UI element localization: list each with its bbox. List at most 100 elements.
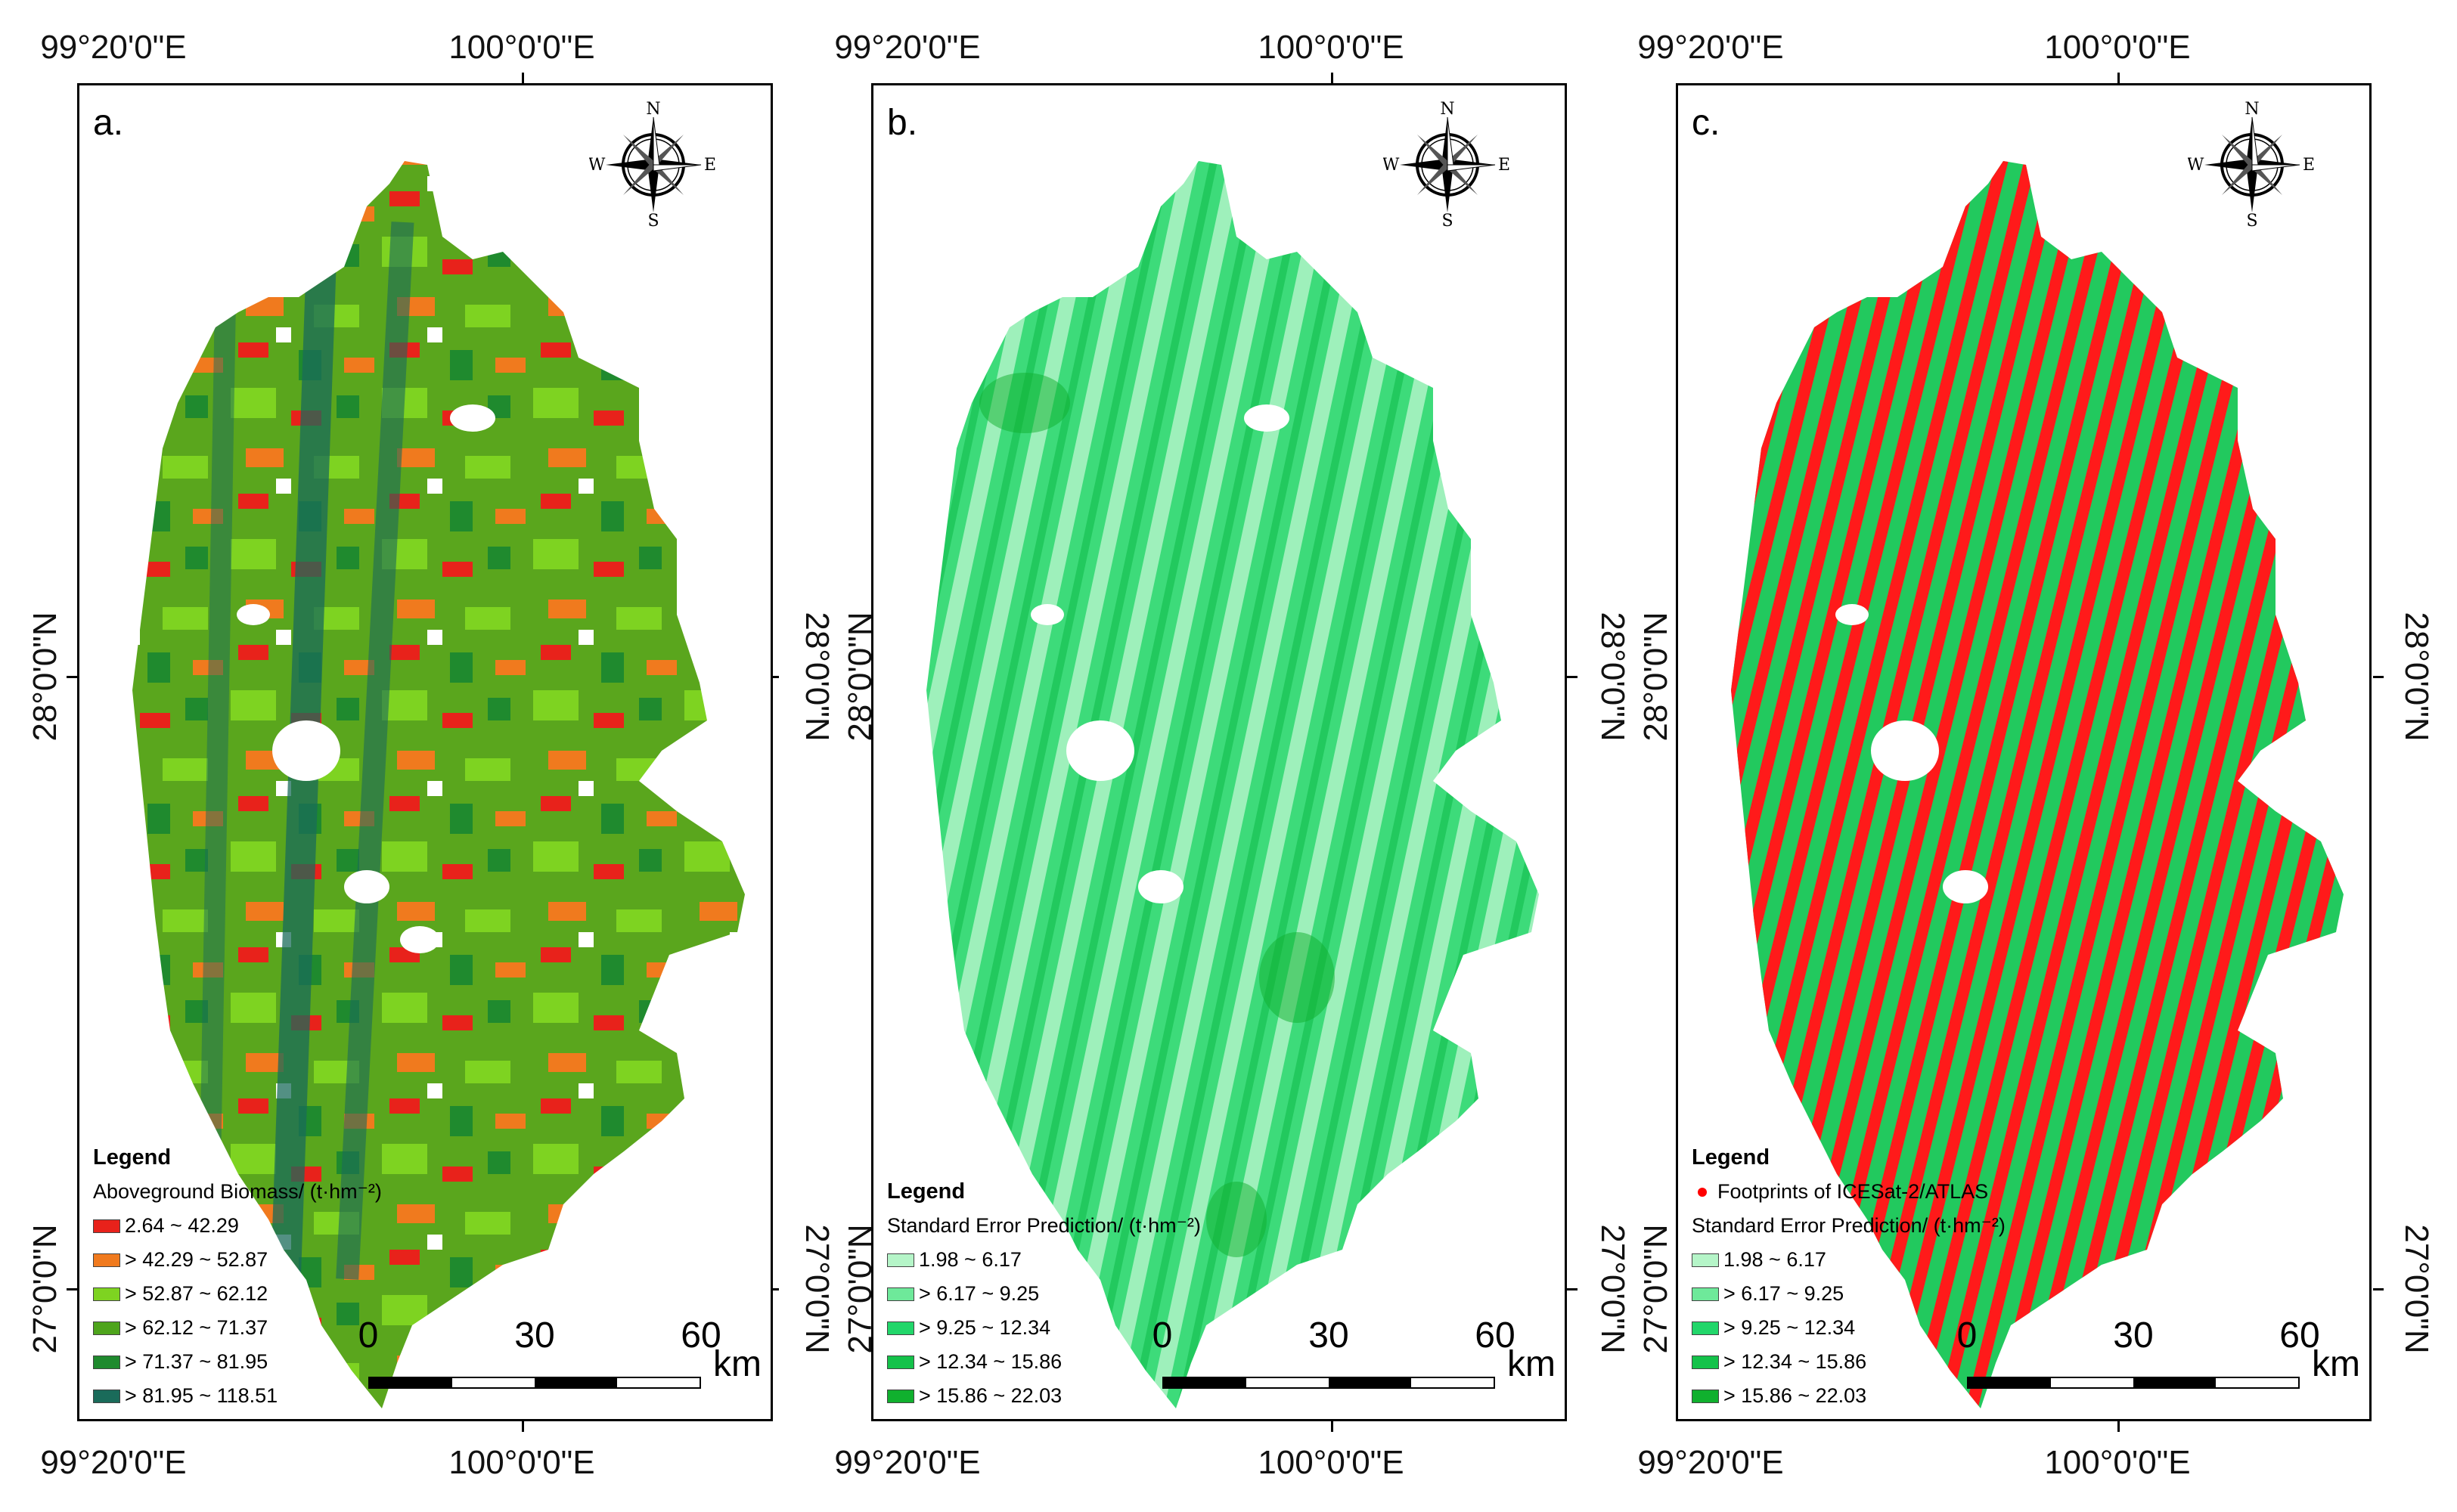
lon-label-top-a-left: 99°20'0"E [40, 29, 187, 66]
tick [1331, 73, 1333, 83]
legend-swatch [887, 1253, 914, 1267]
tick [2373, 1288, 2384, 1290]
legend-item-label: > 15.86 ~ 22.03 [1723, 1384, 1867, 1407]
legend-item-label: > 15.86 ~ 22.03 [919, 1384, 1063, 1407]
legend-item: > 42.29 ~ 52.87 [93, 1243, 382, 1277]
legend-item-label: > 62.12 ~ 71.37 [125, 1316, 268, 1339]
legend-item-label: > 42.29 ~ 52.87 [125, 1248, 268, 1271]
legend-item: > 15.86 ~ 22.03 [1692, 1379, 2006, 1413]
standard-error-map [926, 161, 1539, 1408]
lat-label-c-right-lower: 27°0'0"N [2398, 1224, 2435, 1354]
compass-w: W [589, 156, 606, 175]
footprint-map [1731, 161, 2344, 1408]
scale-bar: 0 30 60 km [1152, 1315, 1556, 1405]
scale-label-0: 0 [358, 1315, 379, 1356]
legend-item-label: > 12.34 ~ 15.86 [1723, 1350, 1867, 1373]
legend-swatch [93, 1321, 120, 1335]
legend-swatch [887, 1355, 914, 1369]
legend-item-label: > 9.25 ~ 12.34 [1723, 1316, 1856, 1339]
scale-label-30: 30 [2113, 1315, 2154, 1356]
legend-subtitle: Aboveground Biomass/ (t·hm⁻²) [93, 1180, 382, 1203]
panel-b: b. N S E W Legend Standard Error Predict… [871, 83, 1567, 1421]
legend-swatch [1692, 1321, 1719, 1335]
legend-item-label: > 52.87 ~ 62.12 [125, 1282, 268, 1305]
biomass-map [132, 161, 745, 1408]
scale-label-60: 60 [1475, 1315, 1515, 1356]
panel-label: b. [887, 103, 918, 143]
scale-label-0: 0 [1956, 1315, 1978, 1356]
legend-swatch [887, 1287, 914, 1301]
lon-label-bot-b-mid: 100°0'0"E [1258, 1444, 1404, 1481]
lon-label-top-c-left: 99°20'0"E [1637, 29, 1784, 66]
legend: Legend Aboveground Biomass/ (t·hm⁻²) 2.6… [93, 1141, 382, 1413]
lon-label-bot-b-left: 99°20'0"E [834, 1444, 981, 1481]
panel-label: c. [1692, 103, 1720, 143]
tick [1567, 676, 1578, 678]
scale-unit: km [1507, 1344, 1556, 1384]
lon-label-bot-c-mid: 100°0'0"E [2044, 1444, 2191, 1481]
tick [67, 1288, 77, 1290]
north-arrow-compass-icon: N S E W [589, 101, 716, 229]
legend-swatch [93, 1355, 120, 1369]
scale-unit: km [713, 1344, 762, 1384]
legend-item: > 52.87 ~ 62.12 [93, 1277, 382, 1311]
lon-label-top-b-left: 99°20'0"E [834, 29, 981, 66]
legend-item: 2.64 ~ 42.29 [93, 1209, 382, 1243]
lat-label-c-left-upper: 28°0'0"N [1637, 612, 1674, 742]
legend: Legend Footprints of ICESat-2/ATLAS Stan… [1692, 1141, 2006, 1413]
compass-e: E [2303, 156, 2315, 175]
legend: Legend Standard Error Prediction/ (t·hm⁻… [887, 1175, 1201, 1413]
lon-label-top-c-mid: 100°0'0"E [2044, 29, 2191, 66]
panel-a: a. N S E W Legend Aboveground Biomass/ (… [77, 83, 773, 1421]
tick [2117, 73, 2120, 83]
tick [2117, 1421, 2120, 1432]
lon-label-bot-a-mid: 100°0'0"E [448, 1444, 595, 1481]
legend-item: > 12.34 ~ 15.86 [1692, 1345, 2006, 1379]
north-arrow-compass-icon: N S E W [2188, 101, 2315, 229]
lon-label-bot-c-left: 99°20'0"E [1637, 1444, 1784, 1481]
scale-bar: 0 30 60 km [1957, 1315, 2360, 1405]
tick [2373, 676, 2384, 678]
legend-item-label: > 6.17 ~ 9.25 [919, 1282, 1040, 1305]
lat-label-c-right-upper: 28°0'0"N [2398, 612, 2435, 742]
lat-label-b-right-lower: 27°0'0"N [1594, 1224, 1631, 1354]
legend-swatch [887, 1389, 914, 1403]
tick [1567, 1288, 1578, 1290]
lon-label-bot-a-left: 99°20'0"E [40, 1444, 187, 1481]
legend-title: Legend [1692, 1145, 1770, 1170]
compass-n: N [1440, 101, 1454, 119]
legend-swatch [93, 1253, 120, 1267]
tick [768, 676, 779, 678]
scale-label-30: 30 [514, 1315, 555, 1356]
tick [768, 1288, 779, 1290]
compass-w: W [1383, 156, 1400, 175]
scale-bar: 0 30 60 km [358, 1315, 762, 1405]
scale-label-0: 0 [1152, 1315, 1173, 1356]
legend-item-label: 2.64 ~ 42.29 [125, 1214, 239, 1237]
legend-title: Legend [93, 1145, 172, 1170]
legend-item: > 71.37 ~ 81.95 [93, 1345, 382, 1379]
compass-n: N [646, 101, 660, 119]
legend-item-label: 1.98 ~ 6.17 [1723, 1248, 1826, 1271]
legend-item: > 62.12 ~ 71.37 [93, 1311, 382, 1345]
scale-bar-graphic [1162, 1377, 1495, 1389]
lat-label-a-left-lower: 27°0'0"N [26, 1224, 64, 1354]
legend-item-label: > 9.25 ~ 12.34 [919, 1316, 1051, 1339]
legend-footprint-label: Footprints of ICESat-2/ATLAS [1717, 1180, 1989, 1203]
legend-item: > 9.25 ~ 12.34 [887, 1311, 1201, 1345]
lon-label-top-a-mid: 100°0'0"E [448, 29, 595, 66]
footprint-dot-icon [1698, 1187, 1707, 1197]
panel-c: c. N S E W Legend Footprints of ICESat-2… [1676, 83, 2372, 1421]
compass-w: W [2188, 156, 2204, 175]
legend-item-label: 1.98 ~ 6.17 [919, 1248, 1022, 1271]
scale-unit: km [2312, 1344, 2360, 1384]
lat-label-a-left-upper: 28°0'0"N [26, 612, 64, 742]
legend-item-label: > 71.37 ~ 81.95 [125, 1350, 268, 1373]
legend-swatch [1692, 1355, 1719, 1369]
compass-s: S [647, 212, 659, 229]
legend-subtitle: Standard Error Prediction/ (t·hm⁻²) [887, 1214, 1201, 1237]
legend-swatch [1692, 1253, 1719, 1267]
legend-title: Legend [887, 1179, 966, 1204]
legend-item: > 15.86 ~ 22.03 [887, 1379, 1201, 1413]
legend-item-label: > 81.95 ~ 118.51 [125, 1384, 278, 1407]
